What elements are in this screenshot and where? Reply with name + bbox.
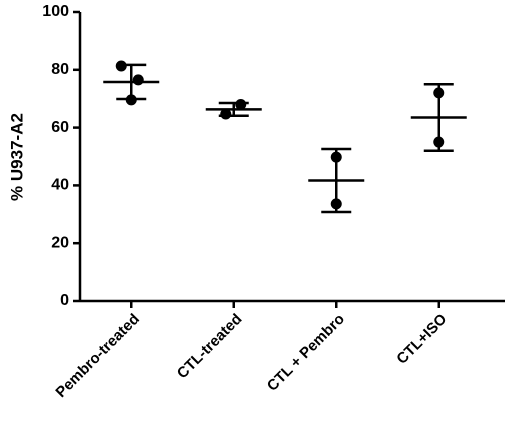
y-tick-label: 80 [51, 61, 69, 78]
x-tick-label: CTL-treated [174, 311, 246, 383]
data-point [235, 98, 247, 110]
y-axis-label: % U937-A2 [7, 113, 26, 201]
data-point [433, 87, 445, 99]
data-point [330, 151, 342, 163]
data-point [220, 108, 232, 120]
data-point [330, 198, 342, 210]
x-tick-label: CTL+ISO [393, 310, 450, 367]
x-tick-label: Pembro-treated [52, 311, 142, 401]
data-point [132, 74, 144, 86]
x-tick-label: CTL + Pembro [264, 311, 348, 395]
y-tick-label: 100 [42, 3, 69, 20]
y-tick-label: 60 [51, 119, 69, 136]
y-tick-label: 0 [60, 292, 69, 309]
y-tick-label: 20 [51, 234, 69, 251]
data-point [433, 136, 445, 148]
data-point [115, 60, 127, 72]
y-tick-label: 40 [51, 177, 69, 194]
data-point [125, 94, 137, 106]
